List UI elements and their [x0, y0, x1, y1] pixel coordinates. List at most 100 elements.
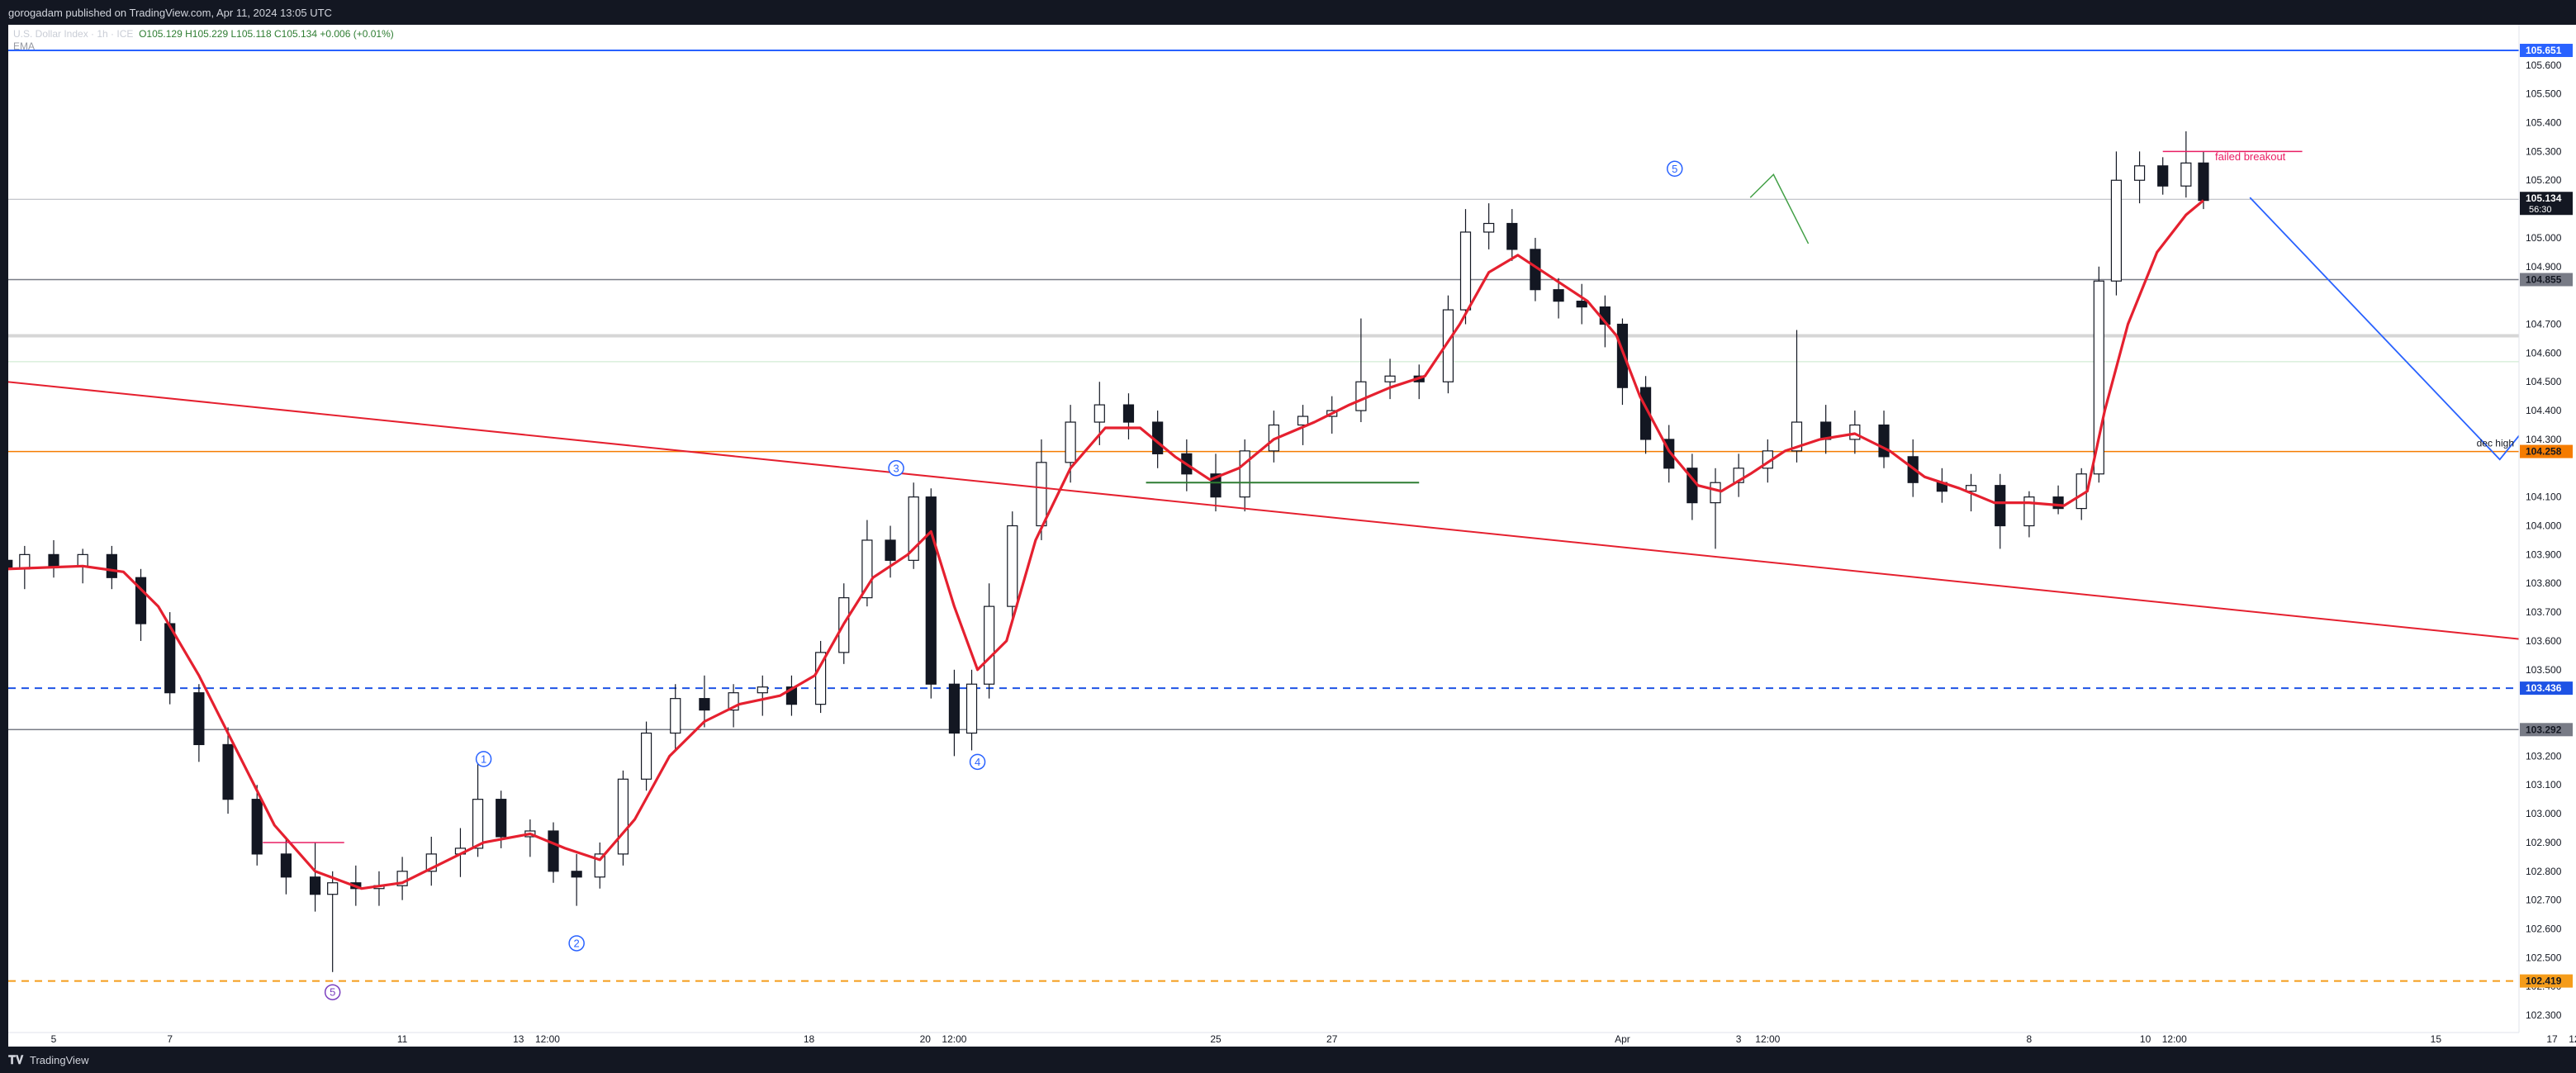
- x-tick-label: 27: [1326, 1033, 1338, 1045]
- y-tick-label: 105.600: [2526, 59, 2562, 71]
- price-tag-104-258: 104.258: [2520, 444, 2573, 458]
- price-tag-bg: [2520, 723, 2573, 737]
- candle-body: [1459, 231, 1472, 311]
- candle: [1553, 278, 1564, 319]
- price-tag-text: 105.651: [2526, 45, 2562, 56]
- candle: [1483, 203, 1495, 249]
- price-tag-text: 103.436: [2526, 682, 2562, 694]
- candle-body: [309, 876, 321, 895]
- x-tick-label: 7: [167, 1033, 173, 1045]
- wave-label-2: 2: [568, 935, 585, 952]
- candle-body: [1791, 421, 1803, 452]
- candle: [373, 871, 385, 906]
- price-tag-text: 103.292: [2526, 724, 2562, 735]
- candle-body: [984, 605, 995, 685]
- candle-body: [1122, 404, 1135, 423]
- wave-label-circle: [1667, 160, 1683, 178]
- price-tag-bg: [2520, 681, 2573, 696]
- y-tick-label: 103.000: [2526, 808, 2562, 819]
- candle: [699, 675, 710, 728]
- candle-body: [1355, 381, 1367, 411]
- wave-label-circle: [568, 935, 585, 952]
- candle: [1239, 439, 1250, 512]
- candle: [396, 857, 408, 900]
- candle: [670, 684, 681, 751]
- y-tick-label: 102.700: [2526, 895, 2562, 906]
- candle: [1616, 318, 1629, 406]
- candle-body: [670, 698, 681, 734]
- y-tick-label: 102.900: [2526, 837, 2562, 848]
- y-tick-label: 105.000: [2526, 232, 2562, 244]
- x-tick-label: 18: [804, 1033, 815, 1045]
- candle-body: [193, 692, 205, 746]
- candle: [1936, 468, 1947, 503]
- candle-body: [925, 496, 937, 685]
- candle: [815, 640, 827, 714]
- y-tick-label: 104.700: [2526, 319, 2562, 330]
- footer-brand[interactable]: TradingView: [30, 1054, 89, 1066]
- abc-projection-path: [2249, 197, 2519, 461]
- candle: [1093, 382, 1105, 445]
- legend-symbol[interactable]: U.S. Dollar Index · 1h · ICE: [13, 28, 134, 40]
- candle: [106, 545, 117, 590]
- publisher-line: gorogadam published on TradingView.com, …: [8, 7, 332, 19]
- candle: [1849, 411, 1861, 454]
- legend-indicator-ema[interactable]: EMA: [13, 40, 36, 52]
- candle-body: [472, 799, 484, 849]
- candle-body: [19, 553, 31, 570]
- candle: [251, 785, 263, 866]
- candle-body: [815, 652, 827, 705]
- x-tick-label: 13: [513, 1033, 524, 1045]
- candle: [1995, 473, 2006, 549]
- price-tag-103-292: 103.292: [2520, 723, 2573, 737]
- price-tag-102-419: 102.419: [2520, 974, 2573, 988]
- candle: [1686, 453, 1698, 520]
- y-tick-label: 103.200: [2526, 750, 2562, 762]
- y-tick-label: 103.900: [2526, 548, 2562, 560]
- candle: [1459, 209, 1472, 325]
- candle: [77, 548, 88, 584]
- candle-body: [1297, 415, 1309, 426]
- y-tick-label: 103.500: [2526, 664, 2562, 676]
- candle: [327, 871, 339, 972]
- x-tick-label: 12:00: [2162, 1033, 2187, 1045]
- y-tick-label: 103.800: [2526, 577, 2562, 589]
- candle-body: [965, 683, 978, 734]
- candle-body: [1878, 424, 1890, 458]
- candle-body: [699, 698, 710, 711]
- x-tick-label: 11: [397, 1033, 408, 1045]
- y-tick-label: 102.600: [2526, 923, 2562, 935]
- publisher-bar: gorogadam published on TradingView.com, …: [0, 0, 2576, 25]
- y-tick-label: 104.600: [2526, 347, 2562, 358]
- candle-body: [948, 683, 961, 734]
- wave-label-5: 5: [1667, 160, 1683, 178]
- candle-body: [571, 871, 582, 878]
- x-tick-label: 12:00: [1755, 1033, 1780, 1045]
- candle: [1413, 364, 1425, 400]
- y-tick-label: 103.600: [2526, 635, 2562, 647]
- candle: [48, 539, 59, 578]
- candle: [1122, 393, 1135, 439]
- candle-body: [757, 686, 768, 694]
- wave-label-circle: [475, 751, 492, 767]
- tradingview-logo-icon[interactable]: 𝐓𝐕: [8, 1053, 24, 1066]
- x-tick-label: Apr: [1615, 1033, 1630, 1045]
- candle: [1384, 358, 1396, 400]
- x-tick-label: 20: [920, 1033, 932, 1045]
- candle: [2180, 131, 2192, 198]
- candle: [1791, 330, 1803, 463]
- candle-body: [2052, 496, 2064, 510]
- candle-body: [1007, 525, 1018, 607]
- candle: [135, 568, 147, 641]
- candle: [496, 791, 507, 848]
- candle: [425, 836, 437, 886]
- candle-body: [48, 553, 59, 567]
- candle: [548, 822, 559, 883]
- x-tick-label: 15: [2431, 1033, 2442, 1045]
- candle: [2023, 491, 2035, 538]
- candle: [785, 675, 798, 716]
- wave-label-text: A: [2537, 479, 2545, 491]
- price-tag-103-436: 103.436: [2520, 681, 2573, 696]
- candle-body: [1506, 222, 1518, 250]
